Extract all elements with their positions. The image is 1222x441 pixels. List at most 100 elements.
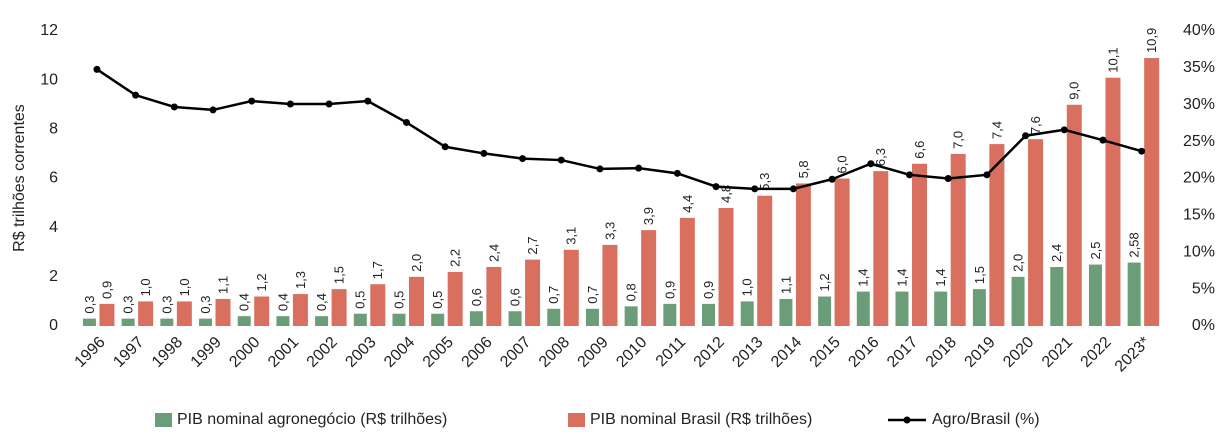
bar xyxy=(176,301,192,326)
bar xyxy=(989,144,1005,326)
x-tick-label: 2004 xyxy=(381,334,418,371)
data-label: 10,9 xyxy=(1144,28,1159,53)
line-marker xyxy=(1060,126,1068,134)
bar xyxy=(99,303,115,326)
data-label: 1,1 xyxy=(778,276,793,294)
y2-tick-label: 0% xyxy=(1192,317,1215,334)
data-label: 2,0 xyxy=(1011,254,1026,272)
data-label: 0,6 xyxy=(469,288,484,306)
bar xyxy=(331,289,347,326)
bar xyxy=(834,178,850,326)
bar xyxy=(585,308,599,326)
data-label: 7,6 xyxy=(1028,116,1043,134)
x-tick-label: 2001 xyxy=(265,334,302,371)
x-tick-label: 2009 xyxy=(575,334,612,371)
line-marker xyxy=(132,91,140,99)
line-marker xyxy=(635,164,643,172)
x-tick-label: 2008 xyxy=(536,334,573,371)
bar xyxy=(1050,267,1064,326)
x-tick-label: 2010 xyxy=(613,334,650,371)
bar xyxy=(663,303,677,326)
bar xyxy=(779,298,793,326)
bar xyxy=(292,294,308,326)
bar xyxy=(1088,264,1102,326)
line-marker xyxy=(867,160,875,168)
x-tick-label: 2019 xyxy=(962,334,999,371)
data-label: 4,8 xyxy=(718,185,733,203)
line-marker xyxy=(93,65,101,73)
bar xyxy=(911,163,927,326)
data-label: 2,7 xyxy=(525,237,540,255)
data-label: 1,2 xyxy=(254,273,269,291)
x-tick-label: 2015 xyxy=(807,334,844,371)
data-label: 1,4 xyxy=(856,269,871,287)
data-label: 2,5 xyxy=(1088,241,1103,259)
data-label: 2,4 xyxy=(1049,244,1064,262)
x-tick-label: 1997 xyxy=(110,334,147,371)
data-label: 2,0 xyxy=(409,254,424,272)
y2-tick-label: 20% xyxy=(1183,170,1215,187)
line-marker xyxy=(325,100,333,108)
data-label: 6,6 xyxy=(912,141,927,159)
bar xyxy=(525,259,541,326)
bar xyxy=(873,171,889,326)
bar xyxy=(856,291,870,326)
line-marker xyxy=(248,97,256,105)
line-marker xyxy=(557,156,565,164)
bar xyxy=(508,311,522,326)
y-tick-label: 8 xyxy=(49,121,58,138)
bar xyxy=(718,208,734,326)
data-label: 0,7 xyxy=(546,286,561,304)
line-marker xyxy=(286,100,294,108)
line xyxy=(96,68,1142,191)
data-label: 3,1 xyxy=(564,227,579,245)
y2-tick-label: 5% xyxy=(1192,280,1215,297)
line-marker xyxy=(1022,132,1030,140)
x-tick-label: 2003 xyxy=(342,334,379,371)
bar xyxy=(237,316,251,326)
line-marker xyxy=(673,169,681,177)
x-tick-label: 1999 xyxy=(188,334,225,371)
y-tick-label: 6 xyxy=(49,170,58,187)
data-label: 1,5 xyxy=(332,266,347,284)
data-label: 1,4 xyxy=(933,269,948,287)
line-marker xyxy=(944,175,952,182)
bar xyxy=(547,308,561,326)
data-label: 0,9 xyxy=(662,281,677,299)
data-label: 9,0 xyxy=(1067,82,1082,100)
data-label: 0,6 xyxy=(508,288,523,306)
data-label: 2,2 xyxy=(448,249,463,267)
bar xyxy=(160,318,174,326)
line-marker xyxy=(519,155,527,163)
bar xyxy=(486,267,502,326)
data-label: 0,4 xyxy=(275,293,290,311)
y2-tick-label: 10% xyxy=(1183,243,1215,260)
legend-swatch xyxy=(155,413,172,427)
line-marker xyxy=(712,183,720,191)
data-label: 7,0 xyxy=(951,131,966,149)
bar xyxy=(641,230,657,326)
data-label: 5,8 xyxy=(796,160,811,178)
y-tick-label: 10 xyxy=(40,71,58,88)
y-tick-label: 12 xyxy=(40,22,58,39)
x-tick-label: 2018 xyxy=(923,334,960,371)
legend-label: PIB nominal Brasil (R$ trilhões) xyxy=(590,411,812,428)
data-label: 1,7 xyxy=(370,261,385,279)
bar xyxy=(1028,139,1044,326)
x-tick-label: 2021 xyxy=(1039,334,1076,371)
x-tick-label: 2002 xyxy=(304,334,341,371)
bar xyxy=(563,249,579,326)
line-marker xyxy=(751,185,759,193)
bar xyxy=(215,298,231,326)
line-marker xyxy=(905,171,913,179)
bar xyxy=(315,316,329,326)
x-tick-label: 2022 xyxy=(1078,334,1115,371)
y2-tick-label: 15% xyxy=(1183,207,1215,224)
bar xyxy=(392,313,406,326)
data-label: 3,3 xyxy=(602,222,617,240)
data-label: 0,3 xyxy=(159,296,174,314)
data-label: 0,5 xyxy=(391,291,406,309)
x-tick-label: 2014 xyxy=(768,334,805,371)
bar xyxy=(679,217,695,326)
